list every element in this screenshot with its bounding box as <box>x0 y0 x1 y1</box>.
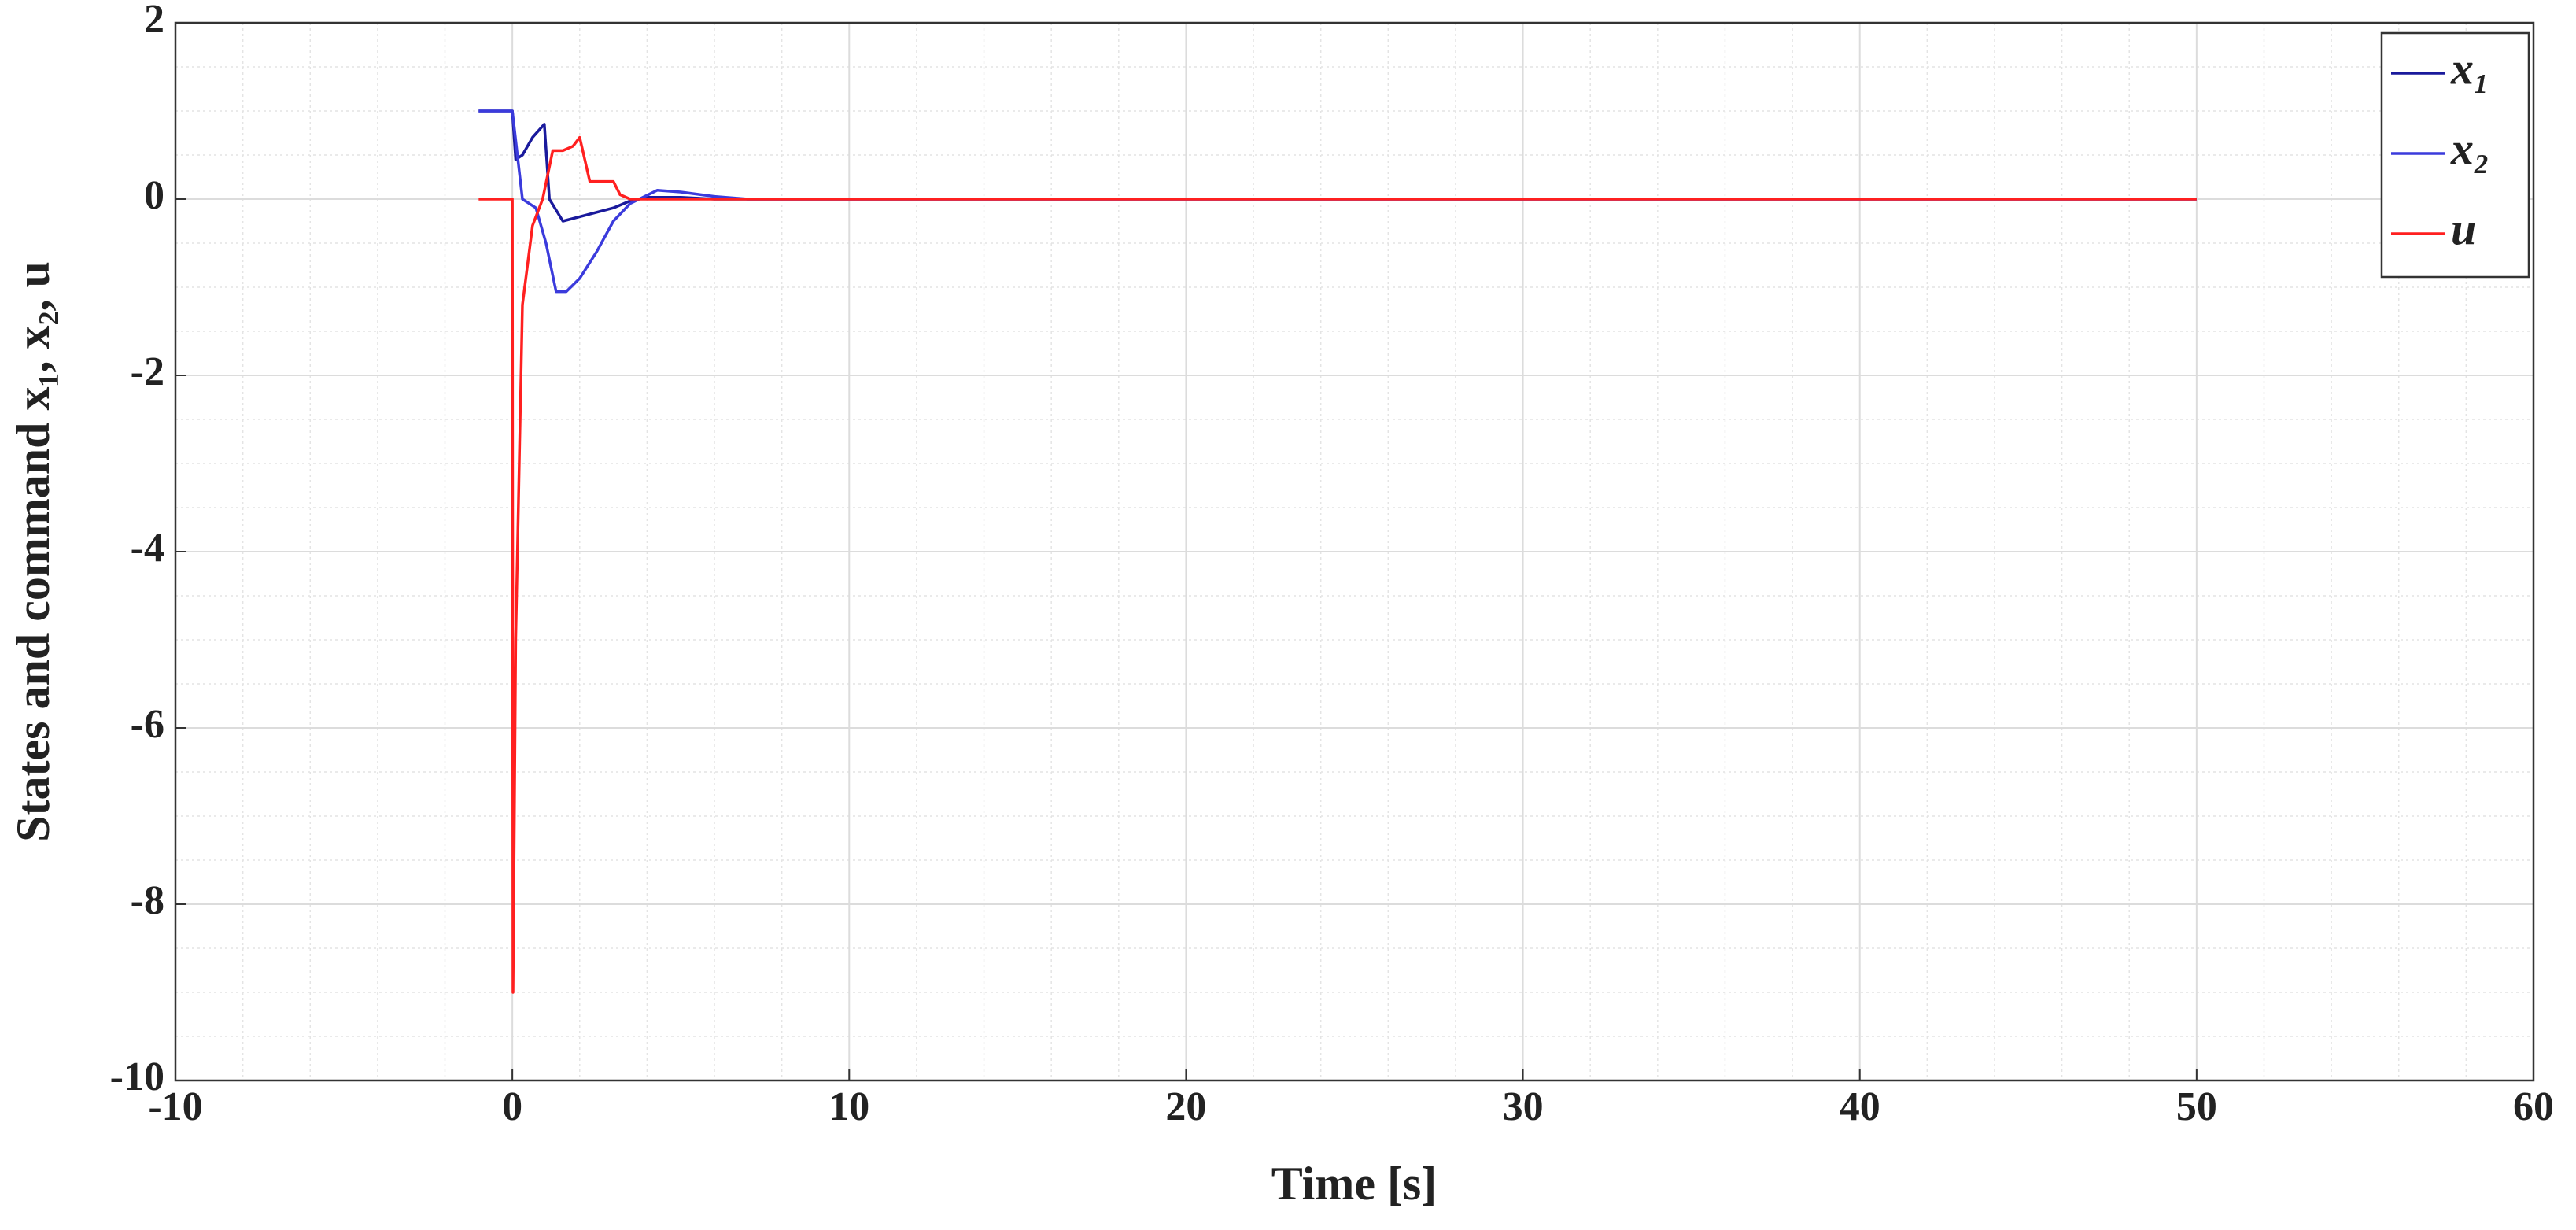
y-axis-label: States and command x₁, x₂, u <box>7 261 59 842</box>
legend-label: x₁ <box>2450 42 2489 94</box>
x-tick-label: 40 <box>1840 1084 1880 1129</box>
plot-border <box>174 21 2535 1082</box>
x-tick-label: 20 <box>1165 1084 1206 1129</box>
legend-label: x₂ <box>2450 123 2489 174</box>
x-axis-label: Time [s] <box>1271 1158 1437 1210</box>
x-tick-label: -10 <box>148 1084 202 1129</box>
x-tick-label: 10 <box>829 1084 869 1129</box>
y-tick-label: 2 <box>144 0 164 42</box>
y-tick-label: -6 <box>131 702 164 747</box>
y-tick-label: 0 <box>144 173 164 218</box>
y-tick-label: -8 <box>131 878 164 923</box>
line-series <box>478 109 2197 294</box>
legend-label: u <box>2451 203 2476 254</box>
legend-box <box>2380 31 2530 279</box>
x-tick-label: 30 <box>1503 1084 1544 1129</box>
y-tick-label: -4 <box>131 526 164 571</box>
line-series <box>478 135 2197 994</box>
y-tick-label: -2 <box>131 349 164 394</box>
x-tick-label: 60 <box>2513 1084 2554 1129</box>
y-tick-label: -10 <box>110 1055 164 1099</box>
legend: x₁ x₂ u <box>2380 31 2530 279</box>
x-tick-label: 50 <box>2176 1084 2217 1129</box>
x-tick-label: 0 <box>502 1084 522 1129</box>
